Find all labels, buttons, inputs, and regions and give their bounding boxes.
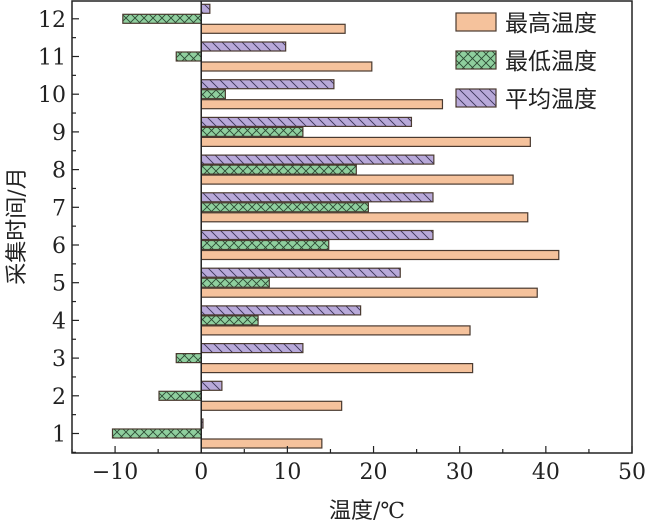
bar-平均温度-month-3	[200, 343, 304, 354]
x-axis-label: 温度/℃	[329, 499, 405, 524]
bar-最高温度-month-7	[200, 212, 529, 223]
bar-最低温度-month-11	[175, 51, 202, 62]
y-tick-label: 7	[52, 196, 66, 221]
y-tick-label: 6	[52, 234, 66, 259]
x-tick-label: −10	[92, 460, 138, 485]
bar-平均温度-month-2	[200, 380, 223, 391]
bar-最高温度-month-2	[200, 400, 343, 411]
bar-最高温度-month-10	[200, 99, 444, 110]
bar-最高温度-month-11	[200, 61, 373, 72]
bar-最高温度-month-1	[200, 438, 323, 449]
x-tick-label: 10	[273, 460, 301, 485]
bar-平均温度-month-6	[200, 229, 434, 241]
bar-最高温度-month-9	[200, 136, 531, 147]
y-tick-label: 11	[38, 46, 66, 71]
legend-swatch-3	[455, 88, 497, 108]
bar-平均温度-month-8	[200, 154, 435, 165]
bar-最高温度-month-5	[200, 287, 538, 298]
legend-label-1: 最高温度	[505, 11, 597, 37]
plot-frame	[71, 0, 633, 454]
y-tick-label: 3	[52, 347, 66, 372]
y-tick-label: 2	[52, 385, 66, 410]
bar-最低温度-month-7	[200, 202, 369, 213]
bar-最高温度-month-12	[200, 23, 346, 34]
y-tick-label: 9	[52, 121, 66, 146]
y-tick-label: 1	[52, 423, 66, 448]
legend-label-2: 最低温度	[505, 49, 597, 75]
x-tick-label: 0	[194, 460, 208, 485]
legend-swatch-1	[455, 12, 497, 32]
bar-最低温度-month-12	[122, 13, 202, 24]
legend-label-3: 平均温度	[505, 87, 597, 113]
y-tick-label: 5	[52, 272, 66, 297]
legend-swatch-2	[455, 50, 497, 70]
y-tick-label: 12	[38, 8, 66, 33]
y-tick-label: 10	[38, 83, 66, 108]
bar-最低温度-month-10	[200, 89, 226, 100]
bar-最低温度-month-5	[200, 277, 270, 288]
bar-平均温度-month-7	[200, 192, 434, 203]
bar-平均温度-month-12	[200, 3, 211, 14]
x-tick-label: 50	[618, 460, 646, 485]
x-tick-label: 30	[446, 460, 474, 485]
bar-平均温度-month-4	[200, 305, 362, 316]
bar-平均温度-month-5	[200, 267, 401, 278]
bar-最低温度-month-6	[200, 239, 330, 251]
bar-平均温度-month-10	[200, 79, 335, 90]
y-axis-label: 采集时间/月	[5, 167, 30, 284]
bar-最低温度-month-2	[158, 390, 202, 401]
y-tick-label: 8	[52, 159, 66, 184]
bar-最低温度-month-1	[111, 428, 202, 439]
bar-平均温度-month-11	[200, 41, 287, 52]
x-tick-label: 40	[532, 460, 560, 485]
bar-最低温度-month-3	[175, 353, 202, 364]
bar-最高温度-month-3	[200, 363, 474, 374]
bar-最低温度-month-4	[200, 315, 259, 326]
x-tick-label: 20	[360, 460, 388, 485]
y-tick-label: 4	[52, 309, 66, 334]
bar-平均温度-month-9	[200, 116, 413, 128]
bar-最高温度-month-8	[200, 174, 514, 185]
bar-最低温度-month-9	[200, 126, 304, 138]
bar-最高温度-month-4	[200, 325, 471, 336]
bar-最低温度-month-8	[200, 164, 357, 175]
bar-最高温度-month-6	[200, 249, 560, 261]
